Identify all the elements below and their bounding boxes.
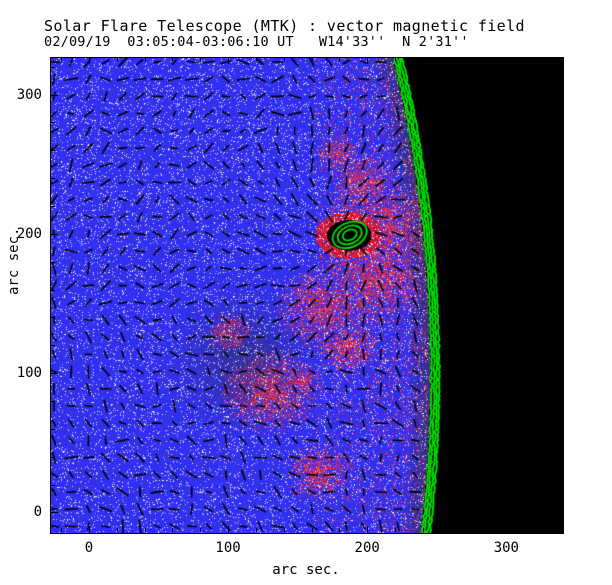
y-minor-tick-right xyxy=(558,206,562,208)
y-minor-tick-right xyxy=(558,345,562,347)
y-minor-tick xyxy=(51,206,55,208)
x-minor-tick xyxy=(478,528,480,532)
y-tick-label: 200 xyxy=(16,225,42,242)
x-minor-tick xyxy=(311,528,313,532)
x-minor-tick xyxy=(172,528,174,532)
y-tick-mark-right xyxy=(556,373,563,375)
y-axis-title: arc sec. xyxy=(6,227,22,295)
x-minor-tick xyxy=(534,528,536,532)
y-minor-tick xyxy=(51,261,55,263)
y-minor-tick-right xyxy=(558,456,562,458)
x-tick-label: 0 xyxy=(84,540,94,556)
x-tick-mark xyxy=(506,526,508,533)
x-minor-tick-top xyxy=(311,57,313,61)
y-minor-tick-right xyxy=(558,122,562,124)
x-tick-mark xyxy=(367,526,369,533)
y-minor-tick-right xyxy=(558,66,562,68)
x-minor-tick-top xyxy=(172,57,174,61)
y-minor-tick-right xyxy=(558,289,562,291)
x-minor-tick-top xyxy=(339,57,341,61)
x-minor-tick-top xyxy=(144,57,146,61)
x-tick-mark-top xyxy=(88,57,90,64)
y-minor-tick-right xyxy=(558,484,562,486)
x-minor-tick-top xyxy=(450,57,452,61)
x-minor-tick-top xyxy=(562,57,563,61)
y-minor-tick xyxy=(51,456,55,458)
x-minor-tick xyxy=(395,528,397,532)
x-minor-tick xyxy=(562,528,563,532)
y-minor-tick xyxy=(51,345,55,347)
x-minor-tick xyxy=(283,528,285,532)
y-minor-tick-right xyxy=(558,150,562,152)
y-tick-mark-right xyxy=(556,233,563,235)
y-tick-label: 100 xyxy=(16,365,42,382)
y-minor-tick xyxy=(51,428,55,430)
y-tick-label: 0 xyxy=(33,504,42,521)
y-minor-tick-right xyxy=(558,261,562,263)
x-tick-label: 100 xyxy=(215,540,241,556)
y-minor-tick xyxy=(51,317,55,319)
y-minor-tick xyxy=(51,289,55,291)
x-tick-mark xyxy=(88,526,90,533)
x-minor-tick-top xyxy=(283,57,285,61)
x-minor-tick xyxy=(61,528,63,532)
y-tick-mark xyxy=(51,94,58,96)
x-minor-tick-top xyxy=(200,57,202,61)
x-minor-tick-top xyxy=(478,57,480,61)
x-axis-title: arc sec. xyxy=(272,562,340,578)
x-tick-label: 200 xyxy=(354,540,380,556)
x-minor-tick-top xyxy=(255,57,257,61)
figure-subtitle: 02/09/19 03:05:04-03:06:10 UT W14'33'' N… xyxy=(44,34,469,50)
x-minor-tick xyxy=(144,528,146,532)
x-minor-tick xyxy=(255,528,257,532)
y-minor-tick xyxy=(51,150,55,152)
x-minor-tick-top xyxy=(534,57,536,61)
y-minor-tick-right xyxy=(558,178,562,180)
x-minor-tick xyxy=(422,528,424,532)
y-minor-tick xyxy=(51,66,55,68)
x-tick-label: 300 xyxy=(493,540,519,556)
x-minor-tick-top xyxy=(395,57,397,61)
y-tick-mark xyxy=(51,512,58,514)
x-minor-tick xyxy=(116,528,118,532)
x-tick-mark-top xyxy=(228,57,230,64)
y-tick-mark-right xyxy=(556,512,563,514)
x-tick-mark xyxy=(228,526,230,533)
y-minor-tick-right xyxy=(558,428,562,430)
y-minor-tick-right xyxy=(558,317,562,319)
x-minor-tick-top xyxy=(422,57,424,61)
x-minor-tick-top xyxy=(61,57,63,61)
x-minor-tick xyxy=(339,528,341,532)
figure-title: Solar Flare Telescope (MTK) : vector mag… xyxy=(44,17,525,35)
y-minor-tick xyxy=(51,122,55,124)
magnetogram-plot-area xyxy=(50,57,564,534)
y-minor-tick xyxy=(51,178,55,180)
x-tick-mark-top xyxy=(506,57,508,64)
y-minor-tick xyxy=(51,484,55,486)
y-tick-mark xyxy=(51,233,58,235)
x-minor-tick xyxy=(200,528,202,532)
x-minor-tick xyxy=(450,528,452,532)
y-minor-tick-right xyxy=(558,401,562,403)
x-minor-tick-top xyxy=(116,57,118,61)
y-tick-mark xyxy=(51,373,58,375)
y-minor-tick xyxy=(51,401,55,403)
x-tick-mark-top xyxy=(367,57,369,64)
y-tick-label: 300 xyxy=(16,86,42,103)
y-tick-mark-right xyxy=(556,94,563,96)
magnetogram-image xyxy=(51,58,563,533)
